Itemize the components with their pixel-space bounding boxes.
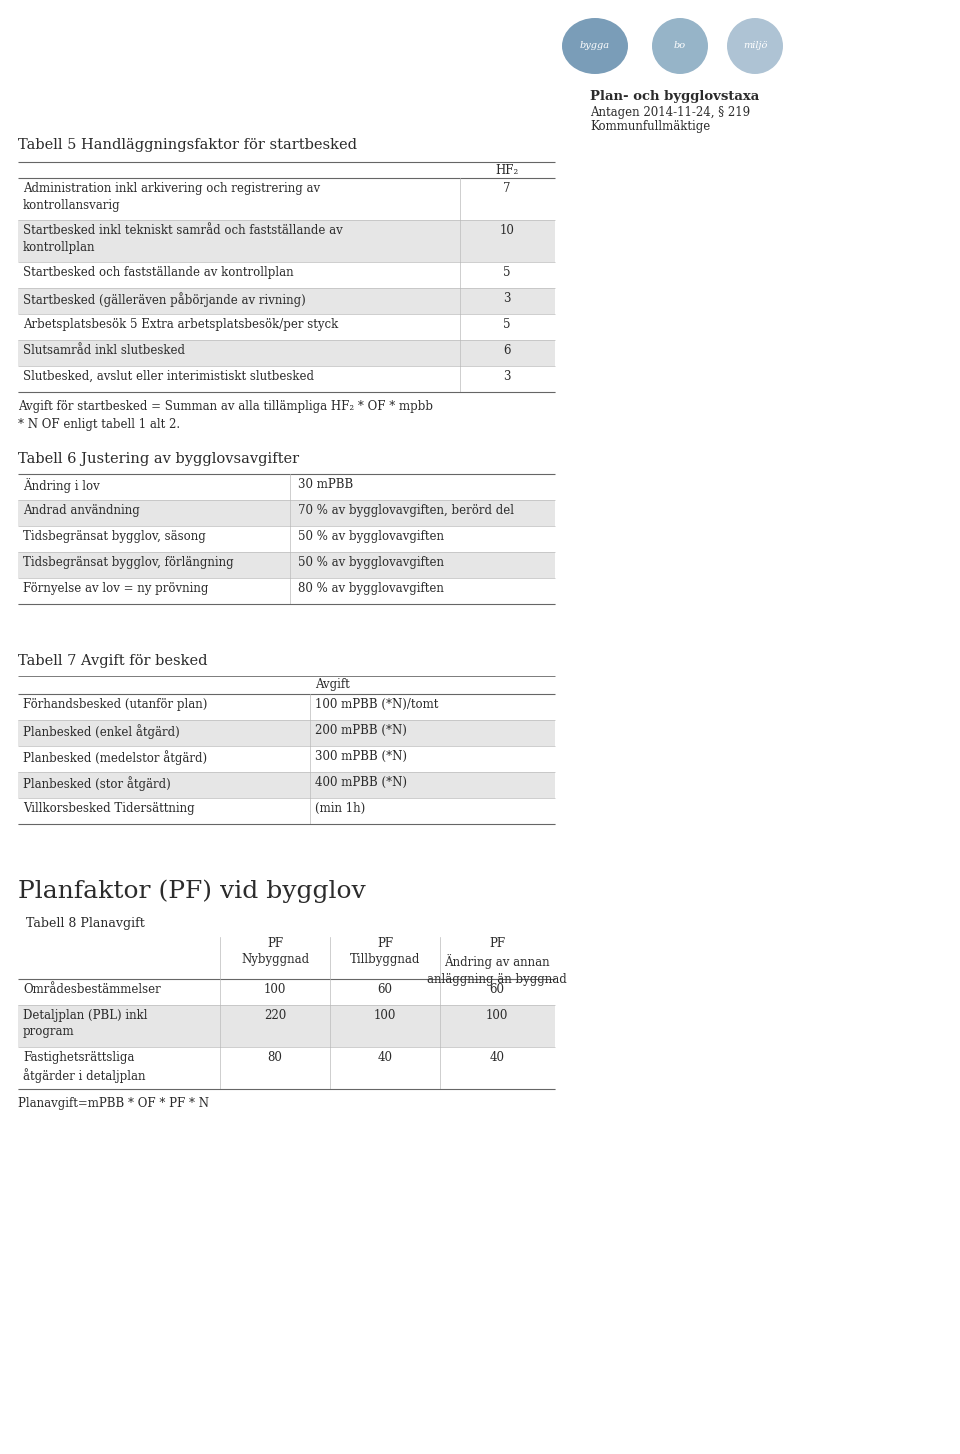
Text: Tabell 6 Justering av bygglovsavgifter: Tabell 6 Justering av bygglovsavgifter: [18, 452, 300, 465]
Text: PF
Tillbyggnad: PF Tillbyggnad: [349, 936, 420, 967]
Bar: [18, 720, 555, 746]
Text: 60: 60: [377, 983, 393, 996]
Bar: [18, 220, 555, 262]
Ellipse shape: [727, 17, 783, 74]
Bar: [18, 1005, 555, 1047]
Text: 80: 80: [268, 1051, 282, 1064]
Text: 400 mPBB (*N): 400 mPBB (*N): [315, 776, 407, 790]
Text: Antagen 2014-11-24, § 219: Antagen 2014-11-24, § 219: [590, 106, 750, 119]
Text: Tidsbegränsat bygglov, säsong: Tidsbegränsat bygglov, säsong: [23, 531, 205, 542]
Bar: [18, 500, 555, 526]
Text: Slutbesked, avslut eller interimistiskt slutbesked: Slutbesked, avslut eller interimistiskt …: [23, 369, 314, 382]
Text: 30 mPBB: 30 mPBB: [298, 478, 353, 491]
Text: 80 % av bygglovavgiften: 80 % av bygglovavgiften: [298, 582, 444, 595]
Text: 200 mPBB (*N): 200 mPBB (*N): [315, 724, 407, 737]
Text: Områdesbestämmelser: Områdesbestämmelser: [23, 983, 160, 996]
Text: Tidsbegränsat bygglov, förlängning: Tidsbegränsat bygglov, förlängning: [23, 555, 233, 569]
Text: Tabell 5 Handläggningsfaktor för startbesked: Tabell 5 Handläggningsfaktor för startbe…: [18, 138, 357, 153]
Text: Förhandsbesked (utanför plan): Förhandsbesked (utanför plan): [23, 698, 207, 711]
Text: 6: 6: [503, 345, 511, 358]
Text: 100 mPBB (*N)/tomt: 100 mPBB (*N)/tomt: [315, 698, 439, 711]
Text: Tabell 7 Avgift för besked: Tabell 7 Avgift för besked: [18, 654, 207, 667]
Text: bo: bo: [674, 42, 686, 51]
Text: Startbesked (gälleräven påbörjande av rivning): Startbesked (gälleräven påbörjande av ri…: [23, 292, 305, 307]
Text: Planavgift=mPBB * OF * PF * N: Planavgift=mPBB * OF * PF * N: [18, 1096, 209, 1109]
Text: PF
Ändring av annan
anläggning än byggnad: PF Ändring av annan anläggning än byggna…: [427, 936, 566, 986]
Text: Slutsamråd inkl slutbesked: Slutsamråd inkl slutbesked: [23, 345, 185, 358]
Text: PF
Nybyggnad: PF Nybyggnad: [241, 936, 309, 967]
Text: 40: 40: [490, 1051, 505, 1064]
Text: 50 % av bygglovavgiften: 50 % av bygglovavgiften: [298, 531, 444, 542]
Text: Planbesked (enkel åtgärd): Planbesked (enkel åtgärd): [23, 724, 180, 739]
Text: Tabell 8 Planavgift: Tabell 8 Planavgift: [26, 917, 145, 931]
Text: 3: 3: [503, 369, 511, 382]
Text: Plan- och bygglovstaxa: Plan- och bygglovstaxa: [590, 90, 759, 103]
Text: HF₂: HF₂: [495, 164, 518, 177]
Text: Planbesked (medelstor åtgärd): Planbesked (medelstor åtgärd): [23, 750, 207, 765]
Text: Förnyelse av lov = ny prövning: Förnyelse av lov = ny prövning: [23, 582, 208, 595]
Text: 60: 60: [490, 983, 505, 996]
Text: Fastighetsrättsliga
åtgärder i detaljplan: Fastighetsrättsliga åtgärder i detaljpla…: [23, 1051, 146, 1083]
Bar: [18, 288, 555, 314]
Text: 300 mPBB (*N): 300 mPBB (*N): [315, 750, 407, 763]
Bar: [18, 553, 555, 579]
Text: 3: 3: [503, 292, 511, 305]
Text: Andrad användning: Andrad användning: [23, 505, 140, 518]
Text: 220: 220: [264, 1009, 286, 1022]
Text: Kommunfullmäktige: Kommunfullmäktige: [590, 121, 710, 132]
Text: (min 1h): (min 1h): [315, 803, 365, 816]
Bar: [18, 772, 555, 798]
Text: Arbetsplatsbesök 5 Extra arbetsplatsbesök/per styck: Arbetsplatsbesök 5 Extra arbetsplatsbesö…: [23, 318, 338, 332]
Text: Startbesked inkl tekniskt samråd och fastställande av
kontrollplan: Startbesked inkl tekniskt samråd och fas…: [23, 224, 343, 253]
Text: 5: 5: [503, 266, 511, 279]
Text: Avgift: Avgift: [315, 678, 349, 691]
Text: miljö: miljö: [743, 42, 767, 51]
Text: 5: 5: [503, 318, 511, 332]
Ellipse shape: [562, 17, 628, 74]
Text: 100: 100: [264, 983, 286, 996]
Bar: [18, 340, 555, 366]
Text: Planbesked (stor åtgärd): Planbesked (stor åtgärd): [23, 776, 171, 791]
Text: 70 % av bygglovavgiften, berörd del: 70 % av bygglovavgiften, berörd del: [298, 505, 514, 518]
Ellipse shape: [652, 17, 708, 74]
Text: Villkorsbesked Tidersättning: Villkorsbesked Tidersättning: [23, 803, 195, 816]
Text: Planfaktor (PF) vid bygglov: Planfaktor (PF) vid bygglov: [18, 880, 366, 903]
Text: 100: 100: [373, 1009, 396, 1022]
Text: 10: 10: [499, 224, 515, 237]
Text: Administration inkl arkivering och registrering av
kontrollansvarig: Administration inkl arkivering och regis…: [23, 182, 320, 211]
Text: 100: 100: [486, 1009, 508, 1022]
Text: Detaljplan (PBL) inkl
program: Detaljplan (PBL) inkl program: [23, 1009, 148, 1038]
Text: 7: 7: [503, 182, 511, 195]
Text: 50 % av bygglovavgiften: 50 % av bygglovavgiften: [298, 555, 444, 569]
Text: Avgift för startbesked = Summan av alla tillämpliga HF₂ * OF * mpbb
* N OF enlig: Avgift för startbesked = Summan av alla …: [18, 400, 433, 430]
Text: 40: 40: [377, 1051, 393, 1064]
Text: Startbesked och fastställande av kontrollplan: Startbesked och fastställande av kontrol…: [23, 266, 294, 279]
Text: Ändring i lov: Ändring i lov: [23, 478, 100, 493]
Text: bygga: bygga: [580, 42, 610, 51]
